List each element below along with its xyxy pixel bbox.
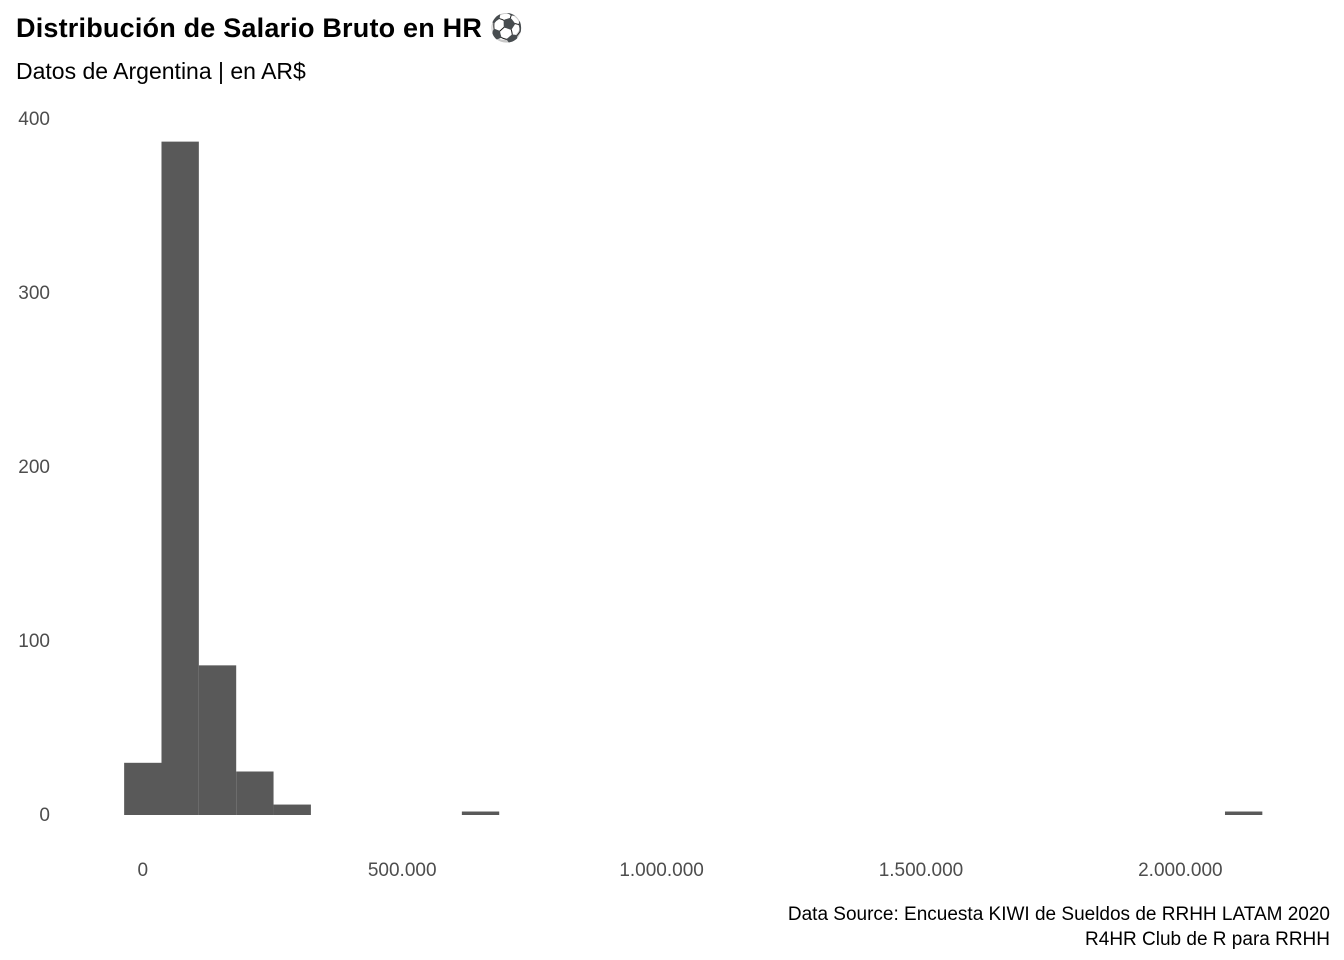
histogram-bar [1224,811,1263,815]
y-tick-label: 100 [18,631,50,652]
histogram-bar [198,665,237,815]
x-tick-label: 1.500.000 [879,860,964,881]
x-tick-label: 0 [138,860,149,881]
caption-data-source: Data Source: Encuesta KIWI de Sueldos de… [787,904,1330,925]
x-tick-label: 2.000.000 [1138,860,1223,881]
histogram-bar [161,141,199,815]
caption-block: Data Source: Encuesta KIWI de Sueldos de… [788,902,1330,952]
y-tick-label: 0 [39,805,50,826]
histogram-bar [124,762,162,815]
chart-subtitle: Datos de Argentina | en AR$ [16,58,306,84]
histogram-bar [273,804,311,815]
y-tick-label: 200 [18,457,50,478]
chart-title: Distribución de Salario Bruto en HR ⚽ [16,13,524,43]
histogram-bar [461,811,500,815]
y-tick-label: 300 [18,283,50,304]
histogram-bar [236,771,274,815]
y-tick-label: 400 [18,109,50,130]
x-tick-label: 1.000.000 [619,860,704,881]
caption-club: R4HR Club de R para RRHH [1085,929,1330,950]
x-tick-label: 500.000 [368,860,437,881]
